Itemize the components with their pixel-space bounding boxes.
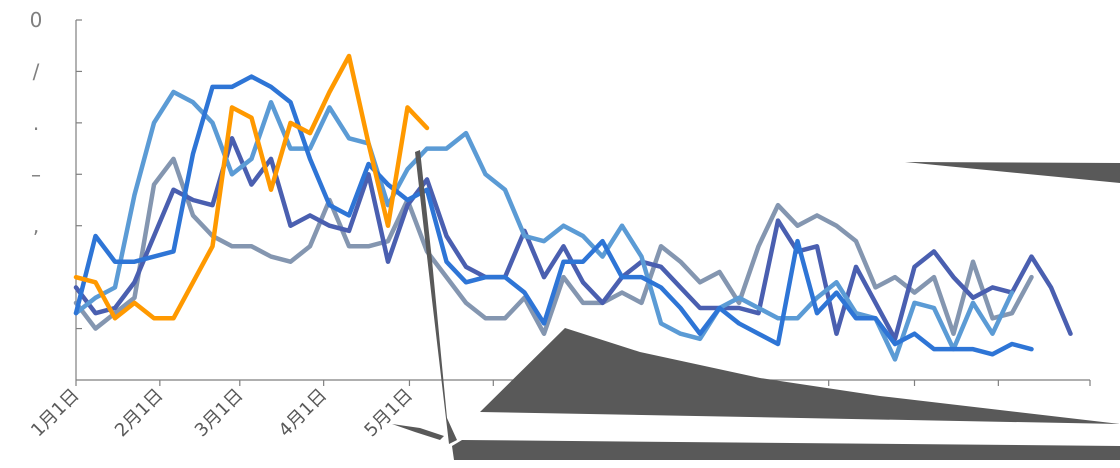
y-tick-label-6: 0	[30, 8, 43, 32]
y-tick-label-4: .	[33, 111, 39, 135]
overlay-spike	[415, 150, 457, 444]
axes	[75, 20, 1090, 381]
y-tick-label-2: ,	[33, 214, 39, 238]
x-tick-label-1: 2月1日	[111, 385, 168, 442]
series-lines	[73, 53, 1073, 362]
series-line-4	[73, 156, 1034, 336]
x-tick-label-0: 1月1日	[27, 385, 84, 442]
y-tick-label-3: –	[31, 162, 41, 186]
series-line-1	[73, 74, 1034, 357]
overlay-small-wedge	[392, 424, 444, 440]
x-tick-label-2: 3月1日	[191, 385, 248, 442]
series-line-0	[73, 53, 430, 321]
x-tick-label-3: 4月1日	[275, 385, 332, 442]
series-line-2	[73, 89, 1015, 362]
series-line-3	[73, 136, 1073, 342]
overlay-wedge-upper-right	[905, 162, 1120, 183]
x-tick-label-4: 5月1日	[360, 385, 417, 442]
overlay-wedge-bottom	[452, 440, 1120, 460]
y-tick-label-5: /	[33, 59, 40, 83]
overlay-shapes	[392, 150, 1120, 460]
overlay-wedge-center	[480, 328, 1120, 424]
